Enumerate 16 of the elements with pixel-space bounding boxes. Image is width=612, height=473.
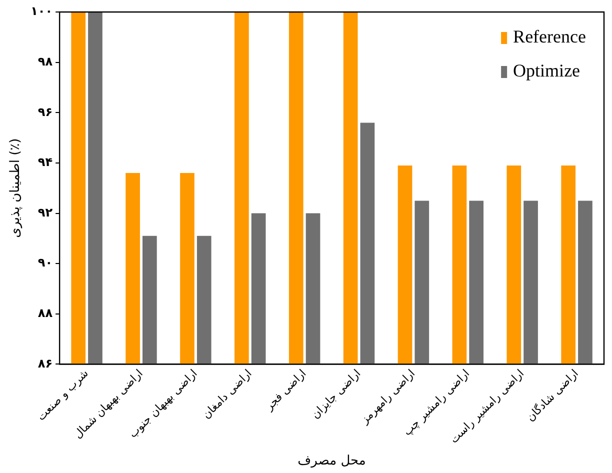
legend-label: Reference [513, 26, 586, 47]
x-tick-label: اراضی شادگان [524, 366, 581, 424]
y-tick-label: ۹۴ [38, 155, 53, 170]
y-tick-label: ۱۰۰ [30, 4, 53, 18]
y-tick-label: ۹۲ [38, 205, 54, 220]
y-tick-label: ۸۶ [38, 356, 53, 370]
y-tick-label: ۸۸ [38, 306, 54, 320]
y-tick-label: ۹۸ [38, 54, 54, 68]
x-tick-label: اراضی دامغان [200, 366, 254, 422]
legend-label: Optimize [513, 60, 580, 81]
y-tick-label: ۹۰ [38, 256, 53, 270]
x-tick-label: اراضی فجر [262, 366, 309, 414]
y-tick-label: ۹۶ [38, 104, 53, 119]
x-tick-label: اراضی جایزان [308, 366, 364, 422]
x-axis-title: محل مصرف [298, 454, 366, 469]
y-axis-title: اطمینان پذیری (٪) [8, 138, 24, 238]
